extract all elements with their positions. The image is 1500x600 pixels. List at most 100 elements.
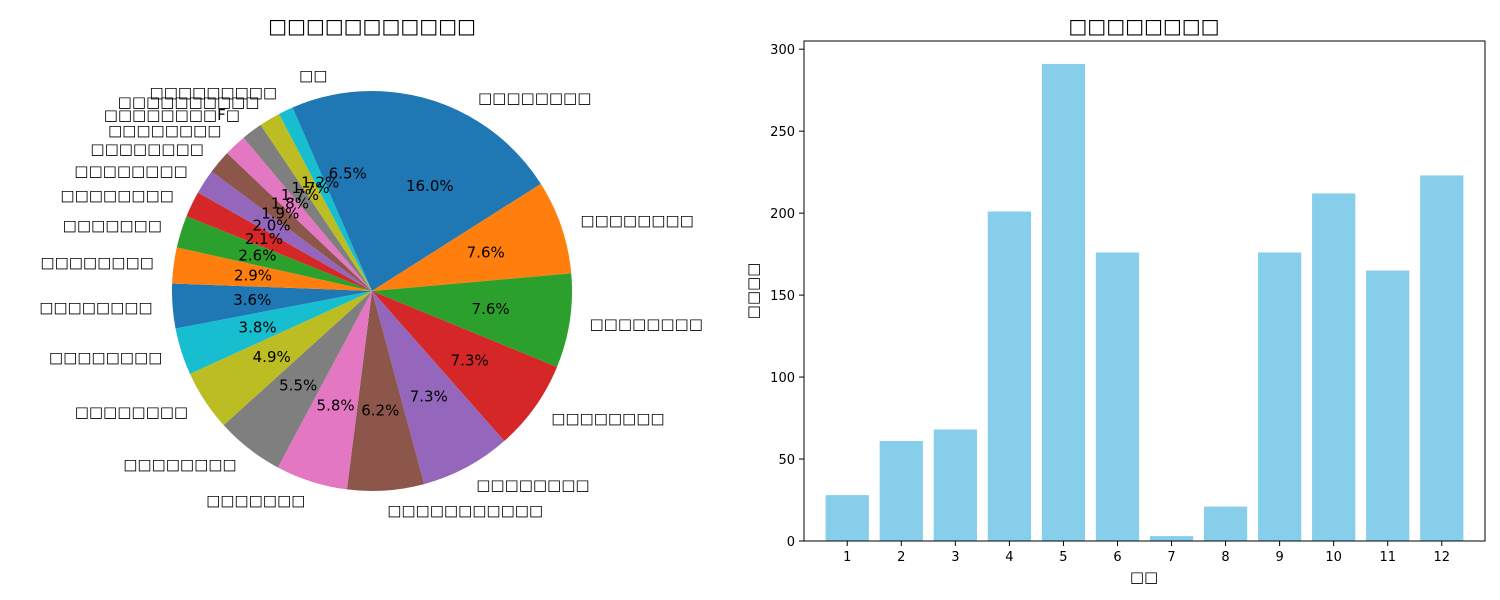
y-tick-label: 200: [770, 207, 795, 222]
pie-percent-label: 2.0%: [252, 216, 290, 234]
pie-slice-label: □□□□□□□□: [49, 349, 162, 367]
bar: [1203, 506, 1248, 541]
pie-slice: [227, 137, 372, 291]
y-tick-label: 300: [770, 43, 795, 58]
bar: [1041, 63, 1086, 541]
x-tick-label: 1: [843, 550, 851, 565]
bar: [933, 429, 977, 541]
bar: [1366, 270, 1410, 541]
y-tick-label: 150: [770, 289, 795, 304]
x-tick-label: 7: [1167, 550, 1175, 565]
pie-slice: [260, 113, 372, 291]
x-tick-label: 12: [1433, 550, 1450, 565]
y-axis-label: □□□□: [744, 263, 762, 320]
pie-chart: □□□□□□□□□□□ 16.0%7.6%7.6%7.3%7.3%6.2%5.8…: [39, 14, 703, 520]
x-tick-label: 6: [1113, 550, 1121, 565]
pie-chart-title: □□□□□□□□□□□: [268, 14, 476, 38]
plot-frame: [803, 40, 1486, 542]
pie-percent-label: 7.6%: [467, 244, 505, 262]
pie-slice: [277, 291, 372, 490]
y-tick-label: 0: [787, 535, 795, 550]
bar: [1258, 252, 1302, 542]
pie-slice-label: □□□□□□□□□: [150, 84, 278, 102]
pie-percent-label: 5.5%: [279, 377, 317, 395]
pie-percent-label: 1.2%: [301, 174, 339, 192]
pie-slice-label: □□□□□□□□: [476, 476, 589, 494]
pie-percent-label: 2.1%: [245, 230, 283, 248]
pie-slice: [372, 273, 573, 367]
pie-slice: [243, 124, 372, 291]
bar-chart: □□□□□□□□ 1 2 3 4 5 6 7 8 9 10 11 120501001502002503…: [744, 14, 1486, 586]
y-tick-label: 250: [770, 125, 795, 140]
pie-slice: [292, 91, 372, 291]
pie-slice: [176, 216, 372, 291]
pie-slice-label: □□□□□□□□: [74, 162, 187, 180]
pie-slice-label: □□□□□□□□: [60, 187, 173, 205]
pie-slice: [372, 291, 505, 485]
pie-percent-label: 6.2%: [361, 402, 399, 420]
pie-percent-label: 2.6%: [238, 246, 276, 264]
pie-slice-label: □□□□□□□: [206, 492, 305, 510]
pie-percent-label: 1.9%: [261, 205, 299, 223]
pie-percent-label: 7.6%: [472, 300, 510, 318]
pie-slice: [186, 192, 372, 291]
pie-slice-label: □□□□□□□□□□□: [387, 502, 543, 520]
pie-percent-label: 7.3%: [410, 388, 448, 406]
pie-slice-label: □□□□□□□□: [590, 315, 703, 333]
pie-slice-label: □□□□□□□□F□: [104, 106, 240, 124]
pie-percent-label: 7.3%: [451, 352, 489, 370]
y-tick-label: 50: [778, 453, 795, 468]
pie-slice-label: □□□□□□□□□□: [118, 93, 260, 111]
x-tick-label: 5: [1059, 550, 1067, 565]
pie-slice: [223, 291, 372, 468]
bar: [1095, 252, 1140, 542]
pie-slice: [346, 291, 425, 491]
pie-slice: [372, 183, 572, 291]
pie-slice: [372, 91, 541, 291]
x-tick-label: 4: [1005, 550, 1013, 565]
bar: [1312, 193, 1356, 541]
pie-slice-labels: □□□□□□□□□□□□□□□□□□□□□□□□□□□□□□□□□□□□□□□□…: [39, 67, 703, 520]
pie-slice: [197, 171, 372, 291]
x-tick-label: 8: [1221, 550, 1229, 565]
x-tick-label: 11: [1379, 550, 1396, 565]
pie-percent-label: 2.9%: [234, 267, 272, 285]
pie-percent-labels: 16.0% 7.6% 7.6% 7.3%7.3% 6.2% 5.8%5.5% 4.9% 3.8…: [233, 165, 509, 420]
pie-slice-label: □□□□□□□□: [90, 140, 203, 158]
pie-slice-label: □□□□□□□□: [580, 211, 693, 229]
y-tick-label: 100: [770, 371, 795, 386]
pie-slice-label: □□□□□□□□: [108, 122, 221, 140]
x-axis-label: □□: [1130, 568, 1158, 586]
pie-slice: [211, 153, 372, 291]
pie-slice: [172, 247, 372, 291]
pie-slices: [171, 91, 573, 491]
pie-slice: [372, 291, 558, 442]
bar-series: [825, 63, 1464, 542]
pie-slice-label: □□□□□□□□: [123, 455, 236, 473]
pie-slice-label: □□: [299, 67, 327, 85]
bar: [987, 211, 1031, 542]
pie-percent-label: 4.9%: [253, 348, 291, 366]
pie-slice-label: □□□□□□□□: [478, 89, 591, 107]
pie-percent-label: 3.8%: [239, 318, 277, 336]
pie-slice: [175, 291, 372, 374]
pie-slice-label: □□□□□□□□: [39, 299, 152, 317]
pie-percent-label: 16.0%: [406, 177, 454, 195]
x-tick-label: 9: [1275, 550, 1283, 565]
x-tick-label: 2: [897, 550, 905, 565]
bar: [1149, 536, 1194, 541]
x-tick-label: 3: [951, 550, 959, 565]
pie-slice: [171, 283, 372, 329]
pie-slice-label: □□□□□□□□: [75, 403, 188, 421]
pie-slice-label: □□□□□□□□: [551, 410, 664, 428]
pie-slice-label: □□□□□□□: [63, 217, 162, 235]
pie-percent-label: 1.8%: [271, 195, 309, 213]
pie-slice-label: □□□□□□□□: [40, 254, 153, 272]
x-tick-label: 10: [1325, 550, 1342, 565]
pie-percent-label: 1.7%: [292, 179, 330, 197]
pie-percent-label: 3.6%: [233, 291, 271, 309]
bar: [1420, 175, 1464, 541]
pie-slice: [278, 107, 372, 291]
